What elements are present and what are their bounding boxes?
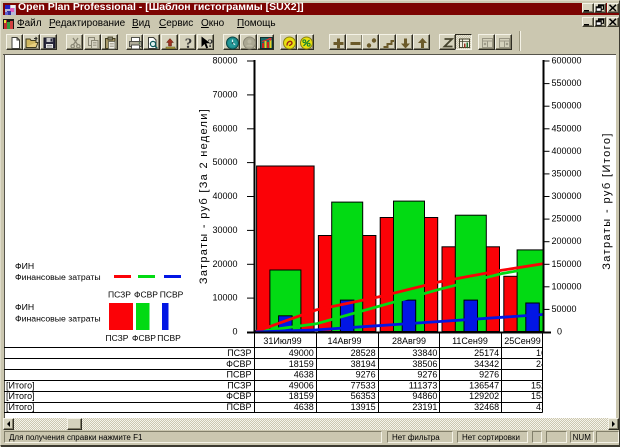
svg-text:ФИН: ФИН xyxy=(15,302,34,312)
svg-text:31Июл99: 31Июл99 xyxy=(263,336,301,346)
svg-text:ПСЗР: ПСЗР xyxy=(227,380,251,390)
svg-text:250000: 250000 xyxy=(552,214,582,224)
svg-text:ПСЗР: ПСЗР xyxy=(106,333,129,343)
svg-text:ФСВР: ФСВР xyxy=(134,290,158,300)
svg-text:0: 0 xyxy=(557,327,562,337)
svg-text:10000: 10000 xyxy=(212,293,237,303)
svg-text:129202: 129202 xyxy=(469,391,499,401)
svg-text:152847: 152847 xyxy=(531,380,561,390)
svg-text:56353: 56353 xyxy=(351,391,376,401)
svg-text:25Сен99: 25Сен99 xyxy=(504,336,541,346)
svg-text:450000: 450000 xyxy=(552,123,582,133)
svg-text:40000: 40000 xyxy=(212,191,237,201)
svg-text:400000: 400000 xyxy=(552,146,582,156)
svg-text:ПСВР: ПСВР xyxy=(227,402,252,412)
svg-text:550000: 550000 xyxy=(552,78,582,88)
svg-text:11Сен99: 11Сен99 xyxy=(452,336,488,346)
svg-text:60000: 60000 xyxy=(212,123,237,133)
svg-text:111373: 111373 xyxy=(409,380,438,390)
svg-text:32468: 32468 xyxy=(474,402,499,412)
svg-text:50000: 50000 xyxy=(552,304,577,314)
svg-text:0: 0 xyxy=(232,327,237,337)
svg-text:34342: 34342 xyxy=(474,359,499,369)
svg-text:150000: 150000 xyxy=(552,259,582,269)
svg-text:9276: 9276 xyxy=(356,370,376,380)
svg-text:[Итого]: [Итого] xyxy=(6,391,35,401)
svg-text:ПСВР: ПСВР xyxy=(160,290,184,300)
svg-text:4638: 4638 xyxy=(294,402,314,412)
svg-text:49000: 49000 xyxy=(289,348,314,358)
svg-text:ПСВР: ПСВР xyxy=(227,370,252,380)
svg-text:136547: 136547 xyxy=(469,380,499,390)
svg-text:77533: 77533 xyxy=(351,380,376,390)
svg-text:[Итого]: [Итого] xyxy=(6,380,35,390)
svg-text:70000: 70000 xyxy=(212,89,237,99)
svg-text:?: ? xyxy=(208,36,214,50)
svg-text:33840: 33840 xyxy=(412,348,437,358)
svg-text:24200: 24200 xyxy=(536,359,561,369)
svg-text:30000: 30000 xyxy=(212,225,237,235)
svg-text:94860: 94860 xyxy=(412,391,437,401)
svg-text:153402: 153402 xyxy=(531,391,561,401)
svg-text:4638: 4638 xyxy=(294,370,314,380)
svg-text:Затраты - руб [За 2 недели]: Затраты - руб [За 2 недели] xyxy=(198,108,210,284)
svg-text:18159: 18159 xyxy=(289,359,314,369)
svg-text:38194: 38194 xyxy=(351,359,376,369)
svg-text:23191: 23191 xyxy=(412,402,437,412)
svg-text:ФСВР: ФСВР xyxy=(132,333,156,343)
svg-text:?: ? xyxy=(185,36,193,50)
svg-text:38506: 38506 xyxy=(412,359,437,369)
svg-text:Финансовые затраты: Финансовые затраты xyxy=(15,272,101,282)
svg-text:18159: 18159 xyxy=(289,391,314,401)
svg-text:28Авг99: 28Авг99 xyxy=(392,336,426,346)
svg-text:25174: 25174 xyxy=(474,348,499,358)
svg-text:ФИН: ФИН xyxy=(15,261,34,271)
svg-text:80000: 80000 xyxy=(212,56,237,66)
svg-text:28528: 28528 xyxy=(351,348,376,358)
svg-text:ПСЗР: ПСЗР xyxy=(108,290,131,300)
svg-text:9276: 9276 xyxy=(479,370,499,380)
svg-text:200000: 200000 xyxy=(552,236,582,246)
svg-text:16270: 16270 xyxy=(536,348,561,358)
svg-text:[Итого]: [Итого] xyxy=(6,402,35,412)
svg-text:9276: 9276 xyxy=(417,370,437,380)
svg-text:49006: 49006 xyxy=(289,380,314,390)
svg-text:300000: 300000 xyxy=(552,191,582,201)
svg-text:13915: 13915 xyxy=(351,402,376,412)
svg-text:50000: 50000 xyxy=(212,157,237,167)
svg-text:20000: 20000 xyxy=(212,259,237,269)
svg-text:ФСВР: ФСВР xyxy=(226,359,251,369)
svg-text:Затраты - руб [Итого]: Затраты - руб [Итого] xyxy=(601,132,613,270)
svg-text:100000: 100000 xyxy=(552,281,582,291)
svg-text:ПСВР: ПСВР xyxy=(157,333,181,343)
svg-text:600000: 600000 xyxy=(552,56,582,66)
svg-text:41744: 41744 xyxy=(536,402,561,412)
svg-text:Финансовые затраты: Финансовые затраты xyxy=(15,314,101,324)
svg-text:ПСЗР: ПСЗР xyxy=(227,348,251,358)
svg-text:14Авг99: 14Авг99 xyxy=(327,336,361,346)
svg-text:500000: 500000 xyxy=(552,101,582,111)
svg-text:ФСВР: ФСВР xyxy=(226,391,251,401)
svg-text:350000: 350000 xyxy=(552,168,582,178)
